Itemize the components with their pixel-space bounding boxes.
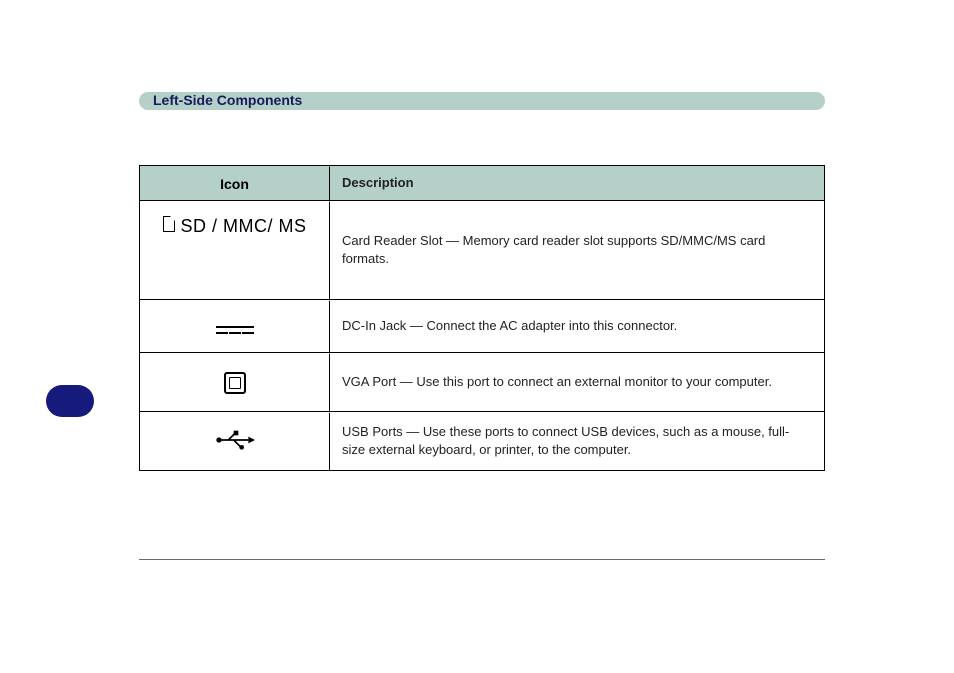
description-text: Card Reader Slot — Memory card reader sl… xyxy=(342,232,812,267)
table-row: VGA Port — Use this port to connect an e… xyxy=(140,352,824,411)
table-header-description-label: Description xyxy=(342,174,414,192)
description-cell: USB Ports — Use these ports to connect U… xyxy=(330,412,824,470)
description-cell: VGA Port — Use this port to connect an e… xyxy=(330,353,824,411)
sd-mmc-ms-slot-icon: SD / MMC/ MS xyxy=(163,216,307,237)
section-title-bar: Left-Side Components xyxy=(139,92,825,110)
table-header-icon: Icon xyxy=(140,166,330,200)
table-header-icon-label: Icon xyxy=(220,176,249,192)
components-table: Icon Description SD / MMC/ MS Card Reade… xyxy=(139,165,825,471)
section-title: Left-Side Components xyxy=(153,92,302,108)
description-text: VGA Port — Use this port to connect an e… xyxy=(342,373,772,391)
icon-cell: SD / MMC/ MS xyxy=(140,201,330,299)
icon-cell xyxy=(140,353,330,411)
chapter-side-tab xyxy=(46,385,94,417)
description-text: USB Ports — Use these ports to connect U… xyxy=(342,423,812,458)
usb-port-icon xyxy=(215,429,255,454)
dc-in-icon xyxy=(216,326,254,328)
table-header-description: Description xyxy=(330,166,824,200)
table-row: DC-In Jack — Connect the AC adapter into… xyxy=(140,299,824,352)
description-cell: DC-In Jack — Connect the AC adapter into… xyxy=(330,300,824,352)
description-cell: Card Reader Slot — Memory card reader sl… xyxy=(330,201,824,299)
icon-cell xyxy=(140,300,330,352)
sd-mmc-ms-label: SD / MMC/ MS xyxy=(181,216,307,237)
vga-port-icon xyxy=(224,372,246,394)
icon-cell xyxy=(140,412,330,470)
description-text: DC-In Jack — Connect the AC adapter into… xyxy=(342,317,677,335)
table-header-row: Icon Description xyxy=(140,166,824,200)
page-root: Left-Side Components Icon Description SD… xyxy=(0,0,954,673)
table-row: USB Ports — Use these ports to connect U… xyxy=(140,411,824,470)
footer-rule xyxy=(139,559,825,560)
table-row: SD / MMC/ MS Card Reader Slot — Memory c… xyxy=(140,200,824,299)
sd-card-icon xyxy=(163,216,175,232)
